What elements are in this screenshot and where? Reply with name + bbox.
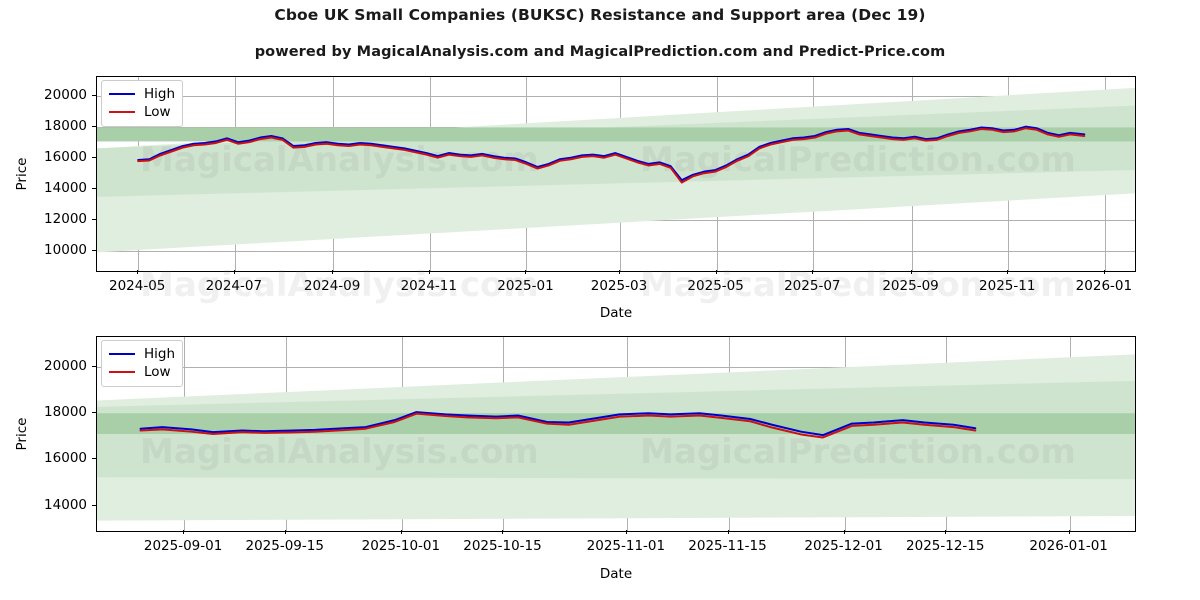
x-axis-tick-mark — [945, 530, 947, 534]
x-axis-tick-mark — [625, 530, 627, 534]
x-axis-tick-mark — [618, 270, 620, 274]
legend-item-high[interactable]: High — [109, 345, 175, 363]
gridline-horizontal — [97, 95, 1135, 97]
series-line-low — [137, 127, 1086, 184]
x-axis-tick-mark — [137, 270, 139, 274]
x-axis-tick-label: 2024-07 — [205, 278, 263, 294]
legend-label-high: High — [144, 86, 176, 102]
x-axis-tick-mark — [910, 270, 912, 274]
x-axis-tick-mark — [1007, 270, 1009, 274]
bottom-chart-ylabel: Price — [14, 417, 30, 451]
page-subtitle: powered by MagicalAnalysis.com and Magic… — [254, 44, 946, 60]
y-axis-tick-label: 16000 — [44, 450, 87, 467]
y-axis-tick-mark — [92, 366, 96, 368]
page-title: Cboe UK Small Companies (BUKSC) Resistan… — [274, 6, 926, 24]
y-axis-tick-label: 14000 — [44, 496, 87, 513]
x-axis-tick-label: 2026-01-01 — [1029, 538, 1108, 554]
x-axis-tick-label: 2025-10-01 — [361, 538, 441, 554]
y-axis-tick-label: 12000 — [44, 210, 87, 227]
x-axis-tick-mark — [284, 530, 286, 534]
series-line-high — [139, 411, 977, 437]
x-axis-tick-label: 2025-01 — [497, 278, 554, 294]
x-axis-tick-label: 2024-09 — [303, 278, 361, 294]
legend-label-low: Low — [144, 104, 171, 120]
legend-item-high[interactable]: High — [109, 85, 175, 103]
y-axis-tick-mark — [92, 218, 96, 220]
x-axis-tick-mark — [332, 270, 334, 274]
top-chart-xlabel: Date — [599, 305, 633, 321]
x-axis-tick-label: 2025-03 — [590, 278, 648, 294]
legend-swatch-low — [109, 371, 135, 373]
gridline-horizontal — [97, 367, 1135, 369]
y-axis-tick-label: 18000 — [44, 404, 87, 421]
y-axis-tick-label: 16000 — [44, 148, 87, 165]
legend-swatch-high — [109, 93, 135, 95]
x-axis-tick-mark — [400, 530, 402, 534]
resistance-support-band — [97, 127, 1135, 142]
x-axis-tick-mark — [502, 530, 504, 534]
x-axis-tick-mark — [525, 270, 527, 274]
legend-swatch-high — [109, 353, 135, 355]
y-axis-tick-mark — [92, 187, 96, 189]
x-axis-tick-mark — [727, 530, 729, 534]
y-axis-tick-label: 20000 — [44, 86, 87, 103]
y-axis-tick-mark — [92, 504, 96, 506]
x-axis-tick-label: 2025-11 — [979, 278, 1036, 294]
x-axis-tick-label: 2025-11-15 — [688, 538, 767, 554]
top-chart-axes — [96, 76, 1136, 272]
y-axis-tick-mark — [92, 156, 96, 158]
x-axis-tick-label: 2024-11 — [400, 278, 457, 294]
x-axis-tick-mark — [1068, 530, 1070, 534]
y-axis-tick-label: 14000 — [44, 179, 87, 196]
x-axis-tick-label: 2025-09 — [882, 278, 939, 294]
y-axis-tick-label: 10000 — [44, 241, 87, 258]
x-axis-tick-label: 2025-12-01 — [804, 538, 883, 554]
x-axis-tick-mark — [1103, 270, 1105, 274]
gridline-horizontal — [97, 250, 1135, 252]
y-axis-tick-mark — [92, 458, 96, 460]
legend-label-low: Low — [144, 364, 171, 380]
x-axis-tick-label: 2025-12-15 — [906, 538, 985, 554]
x-axis-tick-mark — [428, 270, 430, 274]
bottom-chart-axes — [96, 336, 1136, 532]
y-axis-tick-label: 20000 — [44, 358, 87, 375]
legend-swatch-low — [109, 111, 135, 113]
x-axis-tick-mark — [812, 270, 814, 274]
x-axis-tick-label: 2025-09-01 — [143, 538, 223, 554]
x-axis-tick-label: 2025-10-15 — [463, 538, 542, 554]
top-chart-legend: High Low — [101, 80, 184, 127]
x-axis-tick-label: 2024-05 — [108, 278, 166, 294]
legend-item-low[interactable]: Low — [109, 363, 175, 381]
y-axis-tick-label: 18000 — [44, 117, 87, 134]
x-axis-tick-label: 2025-11-01 — [586, 538, 666, 554]
series-line-low — [139, 412, 977, 439]
x-axis-tick-label: 2026-01 — [1075, 278, 1133, 294]
legend-label-high: High — [144, 346, 176, 362]
y-axis-tick-mark — [92, 125, 96, 127]
legend-item-low[interactable]: Low — [109, 103, 175, 121]
y-axis-tick-mark — [92, 412, 96, 414]
bottom-chart-xlabel: Date — [599, 566, 633, 582]
x-axis-tick-label: 2025-09-15 — [245, 538, 324, 554]
bottom-chart-legend: High Low — [101, 340, 184, 387]
y-axis-tick-mark — [92, 249, 96, 251]
top-chart-ylabel: Price — [14, 157, 30, 191]
y-axis-tick-mark — [92, 94, 96, 96]
x-axis-tick-mark — [715, 270, 717, 274]
x-axis-tick-mark — [183, 530, 185, 534]
x-axis-tick-label: 2025-05 — [687, 278, 744, 294]
x-axis-tick-label: 2025-07 — [784, 278, 841, 294]
x-axis-tick-mark — [233, 270, 235, 274]
x-axis-tick-mark — [843, 530, 845, 534]
series-line-high — [137, 125, 1086, 182]
